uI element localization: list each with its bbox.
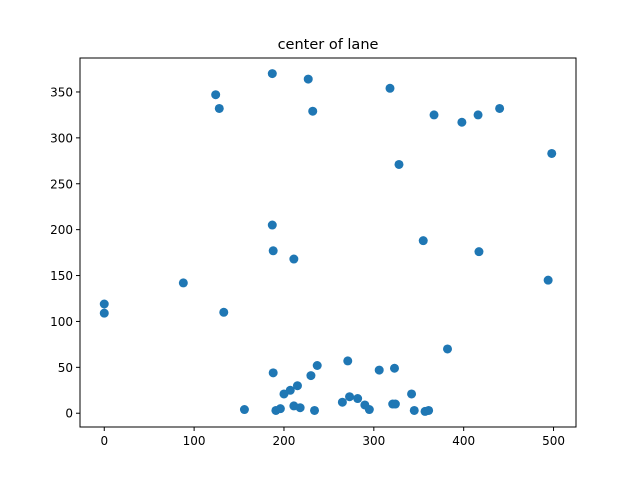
data-point-36 (407, 389, 417, 399)
data-point-14 (285, 385, 295, 395)
data-point-45 (474, 247, 484, 257)
data-point-19 (303, 74, 313, 84)
data-point-9 (268, 246, 278, 256)
data-point-30 (374, 365, 384, 375)
data-point-33 (390, 399, 400, 409)
x-tick-label-2: 200 (273, 434, 296, 448)
y-tick-label-0: 0 (65, 407, 73, 421)
data-point-47 (543, 275, 553, 285)
data-point-8 (267, 220, 277, 230)
data-point-37 (409, 405, 419, 415)
data-point-4 (214, 103, 224, 113)
x-tick-label-1: 100 (183, 434, 206, 448)
data-point-17 (292, 381, 302, 391)
data-point-43 (457, 117, 467, 127)
chart-title: center of lane (278, 37, 379, 53)
data-point-34 (389, 363, 399, 373)
data-point-0 (99, 299, 109, 309)
data-point-38 (418, 236, 428, 246)
data-point-23 (312, 361, 322, 370)
data-point-24 (337, 397, 347, 407)
data-point-31 (385, 83, 395, 93)
data-point-46 (495, 103, 505, 113)
data-point-42 (443, 344, 453, 354)
data-point-12 (275, 404, 285, 414)
data-point-15 (289, 254, 299, 264)
data-point-26 (345, 392, 355, 402)
data-point-1 (99, 308, 109, 318)
y-tick-label-4: 200 (50, 223, 73, 237)
data-point-6 (239, 405, 249, 415)
data-point-2 (178, 278, 188, 288)
y-tick-label-7: 350 (50, 85, 73, 99)
data-point-22 (310, 405, 320, 415)
y-tick-label-5: 250 (50, 177, 73, 191)
data-point-20 (306, 371, 316, 381)
y-tick-label-3: 150 (50, 269, 73, 283)
data-point-3 (211, 90, 221, 100)
data-point-48 (547, 148, 557, 158)
plot-frame (79, 57, 577, 428)
data-point-27 (353, 394, 363, 404)
data-point-7 (267, 69, 277, 79)
y-tick-label-1: 50 (58, 361, 73, 375)
data-point-35 (394, 159, 404, 169)
x-tick-label-4: 400 (452, 434, 475, 448)
y-axis-ticks: 0 50 100 150 200 250 300 350 (50, 85, 80, 421)
x-tick-label-5: 500 (542, 434, 565, 448)
data-point-44 (473, 110, 483, 120)
data-point-41 (429, 110, 439, 120)
data-point-40 (424, 405, 434, 415)
x-tick-label-3: 300 (362, 434, 385, 448)
data-point-5 (219, 307, 229, 317)
data-point-18 (295, 403, 305, 413)
y-tick-label-6: 300 (50, 131, 73, 145)
y-tick-label-2: 100 (50, 315, 73, 329)
data-point-29 (364, 405, 374, 415)
x-tick-label-0: 0 (100, 434, 108, 448)
x-axis-ticks: 0 100 200 300 400 500 (100, 427, 565, 448)
data-points (99, 69, 557, 416)
data-point-21 (308, 106, 318, 116)
data-point-25 (343, 356, 353, 366)
data-point-10 (268, 368, 278, 378)
